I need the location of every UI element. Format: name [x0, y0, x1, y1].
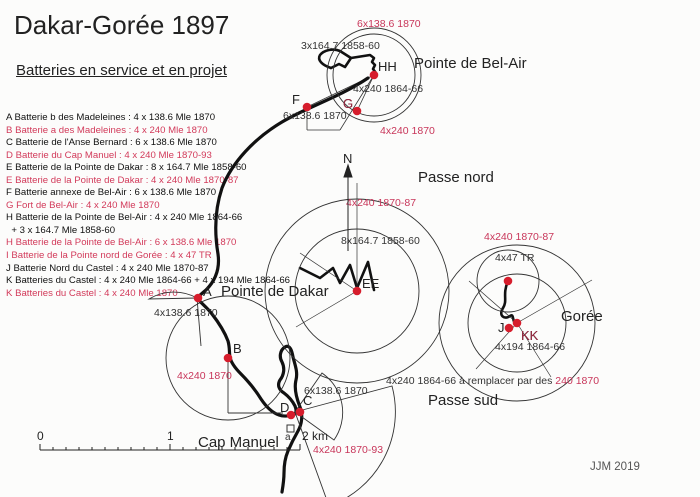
svg-text:8x164.7 1858-60: 8x164.7 1858-60 [341, 235, 420, 247]
svg-text:HH: HH [378, 59, 397, 74]
svg-text:N: N [343, 151, 352, 166]
svg-text:6x138.6 1870: 6x138.6 1870 [304, 385, 368, 397]
svg-text:Pointe de Dakar: Pointe de Dakar [221, 283, 329, 300]
svg-text:G: G [343, 96, 353, 111]
svg-text:2 km: 2 km [302, 429, 328, 443]
svg-text:4x240 1864-66 à remplacer par: 4x240 1864-66 à remplacer par des 240 18… [386, 375, 599, 387]
svg-text:D: D [280, 400, 289, 415]
svg-text:F: F [292, 92, 300, 107]
svg-text:4x47 TR: 4x47 TR [495, 252, 535, 264]
svg-text:4x138.6 1870: 4x138.6 1870 [154, 307, 218, 319]
svg-text:Cap Manuel: Cap Manuel [198, 434, 279, 451]
svg-text:4x240 1870-87: 4x240 1870-87 [484, 231, 554, 243]
svg-text:4x240 1870-93: 4x240 1870-93 [313, 444, 383, 456]
svg-text:A: A [203, 284, 212, 299]
svg-text:4x240 1870: 4x240 1870 [380, 125, 435, 137]
svg-text:Gorée: Gorée [561, 308, 603, 325]
svg-text:4x194 1864-66: 4x194 1864-66 [495, 341, 565, 353]
svg-text:6x138.6 1870: 6x138.6 1870 [283, 110, 347, 122]
svg-text:0: 0 [37, 429, 44, 443]
svg-text:a: a [285, 432, 291, 443]
svg-text:Pointe de Bel-Air: Pointe de Bel-Air [414, 55, 527, 72]
svg-text:Passe sud: Passe sud [428, 392, 498, 409]
svg-text:J: J [498, 320, 505, 335]
svg-text:JJM 2019: JJM 2019 [590, 461, 640, 473]
svg-text:B: B [233, 341, 242, 356]
svg-text:EE: EE [362, 276, 380, 291]
svg-text:3x164.7 1858-60: 3x164.7 1858-60 [301, 40, 380, 52]
svg-text:Passe nord: Passe nord [418, 169, 494, 186]
svg-text:6x138.6 1870: 6x138.6 1870 [357, 18, 421, 30]
svg-text:4x240 1870-87: 4x240 1870-87 [346, 197, 416, 209]
svg-text:4x240 1864-66: 4x240 1864-66 [353, 83, 423, 95]
svg-text:4x240 1870: 4x240 1870 [177, 370, 232, 382]
svg-text:1: 1 [167, 429, 174, 443]
